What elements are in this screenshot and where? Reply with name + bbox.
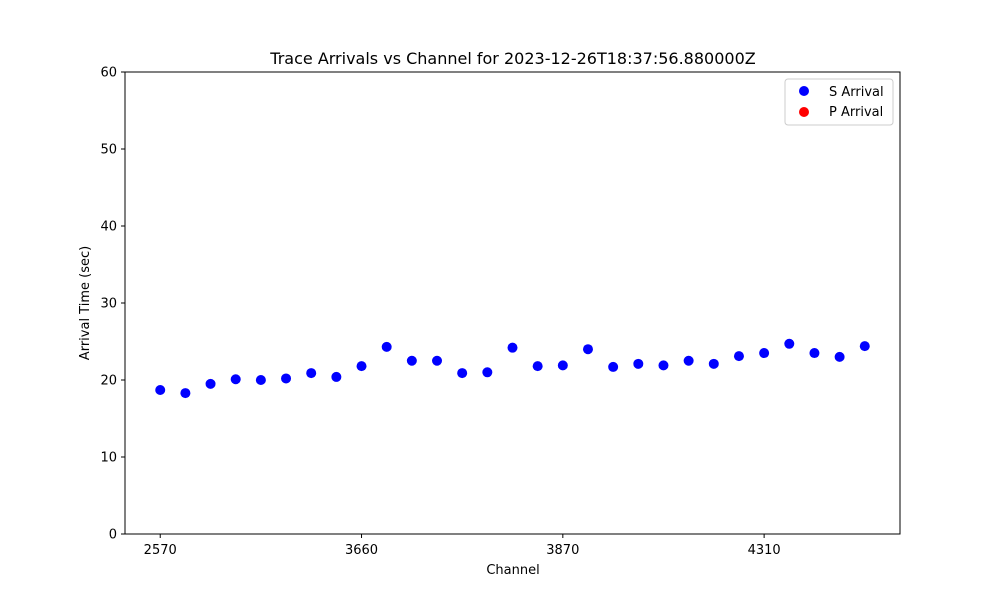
data-point <box>482 367 493 378</box>
data-point <box>733 351 744 362</box>
y-tick-label: 60 <box>100 66 117 81</box>
data-point <box>255 375 266 385</box>
data-points <box>155 338 870 399</box>
data-point <box>582 344 593 355</box>
plot-frame <box>124 71 901 535</box>
data-point <box>557 360 568 371</box>
x-tick-label: 2570 <box>144 543 177 558</box>
data-point <box>180 388 191 399</box>
y-axis-ticks: 0 10 20 30 40 50 60 <box>100 66 125 543</box>
legend-label-p-arrival: P Arrival <box>829 105 883 120</box>
data-point <box>507 342 518 353</box>
chart-title: Trace Arrivals vs Channel for 2023-12-26… <box>269 49 755 68</box>
legend-marker-p-arrival <box>799 107 809 117</box>
y-axis-label: Arrival Time (sec) <box>78 246 93 360</box>
data-point <box>859 341 870 352</box>
y-tick-label: 40 <box>100 220 117 235</box>
legend-marker-s-arrival <box>799 86 809 96</box>
y-tick-label: 20 <box>100 374 117 389</box>
legend-label-s-arrival: S Arrival <box>829 85 884 100</box>
data-point <box>759 348 770 359</box>
data-point <box>784 338 795 349</box>
data-point <box>532 361 543 372</box>
data-point <box>356 361 367 372</box>
data-point <box>306 368 317 379</box>
data-point <box>155 385 166 396</box>
x-axis-ticks: 2570 3660 3870 4310 <box>144 534 781 558</box>
data-point <box>658 360 669 371</box>
data-point <box>230 374 241 385</box>
y-tick-label: 50 <box>100 143 117 158</box>
data-point <box>432 355 443 366</box>
data-point <box>809 348 820 359</box>
y-tick-label: 10 <box>100 451 117 466</box>
x-tick-label: 3660 <box>345 543 378 558</box>
data-point <box>331 371 342 382</box>
data-point <box>457 368 468 379</box>
data-point <box>683 355 694 366</box>
data-point <box>281 373 292 384</box>
data-point <box>406 355 417 366</box>
data-point <box>381 341 392 352</box>
data-point <box>205 378 216 389</box>
y-tick-label: 0 <box>109 528 117 543</box>
y-tick-label: 30 <box>100 297 117 312</box>
legend-box <box>784 78 894 126</box>
legend: S Arrival P Arrival <box>784 78 894 126</box>
data-point <box>708 358 719 369</box>
data-point <box>608 361 619 372</box>
x-tick-label: 4310 <box>748 543 781 558</box>
x-axis-label: Channel <box>486 563 539 578</box>
x-tick-label: 3870 <box>546 543 579 558</box>
data-point <box>633 358 644 369</box>
data-point <box>834 351 845 362</box>
